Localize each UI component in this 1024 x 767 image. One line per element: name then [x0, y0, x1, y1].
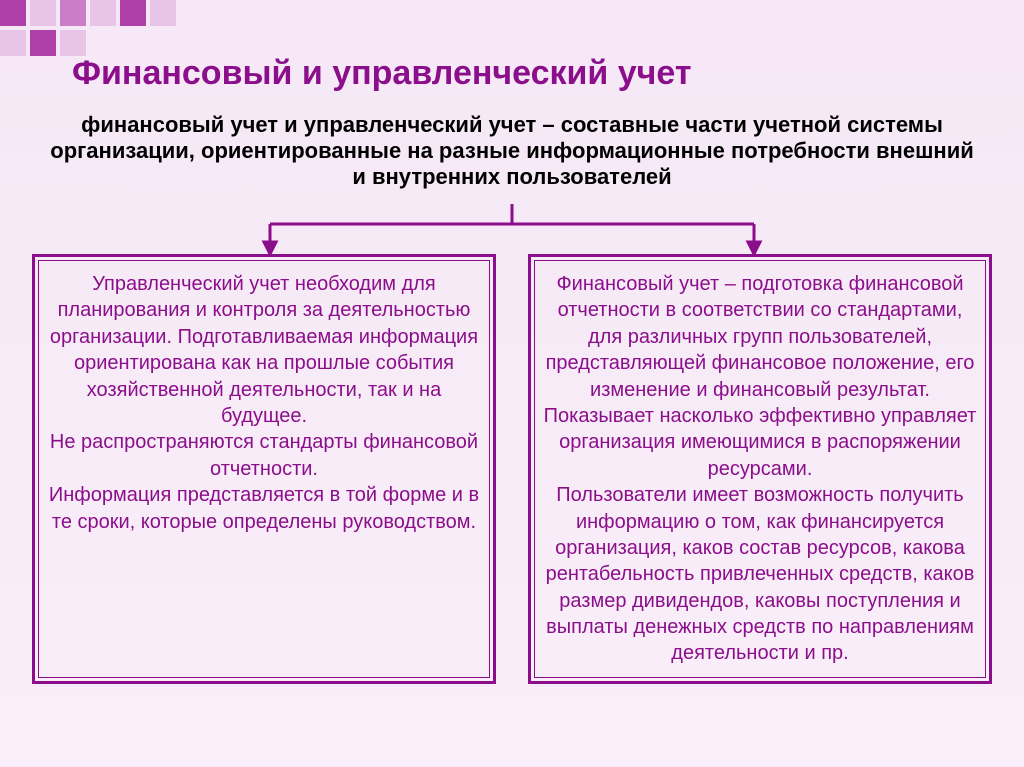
deco-square: [30, 30, 56, 56]
deco-square: [60, 0, 86, 26]
box-right-text: Финансовый учет – подготовка финансовой …: [543, 271, 977, 667]
connector-bracket: [90, 204, 934, 254]
deco-square: [120, 0, 146, 26]
slide-subtitle: финансовый учет и управленческий учет – …: [50, 112, 974, 190]
deco-square: [0, 30, 26, 56]
box-management-accounting: Управленческий учет необходим для планир…: [32, 254, 496, 684]
content-boxes: Управленческий учет необходим для планир…: [32, 254, 992, 684]
box-financial-accounting: Финансовый учет – подготовка финансовой …: [528, 254, 992, 684]
deco-square: [60, 30, 86, 56]
box-left-text: Управленческий учет необходим для планир…: [47, 271, 481, 535]
deco-square: [90, 0, 116, 26]
deco-square: [30, 0, 56, 26]
deco-square: [150, 0, 176, 26]
slide-title: Финансовый и управленческий учет: [72, 54, 692, 93]
deco-square: [0, 0, 26, 26]
